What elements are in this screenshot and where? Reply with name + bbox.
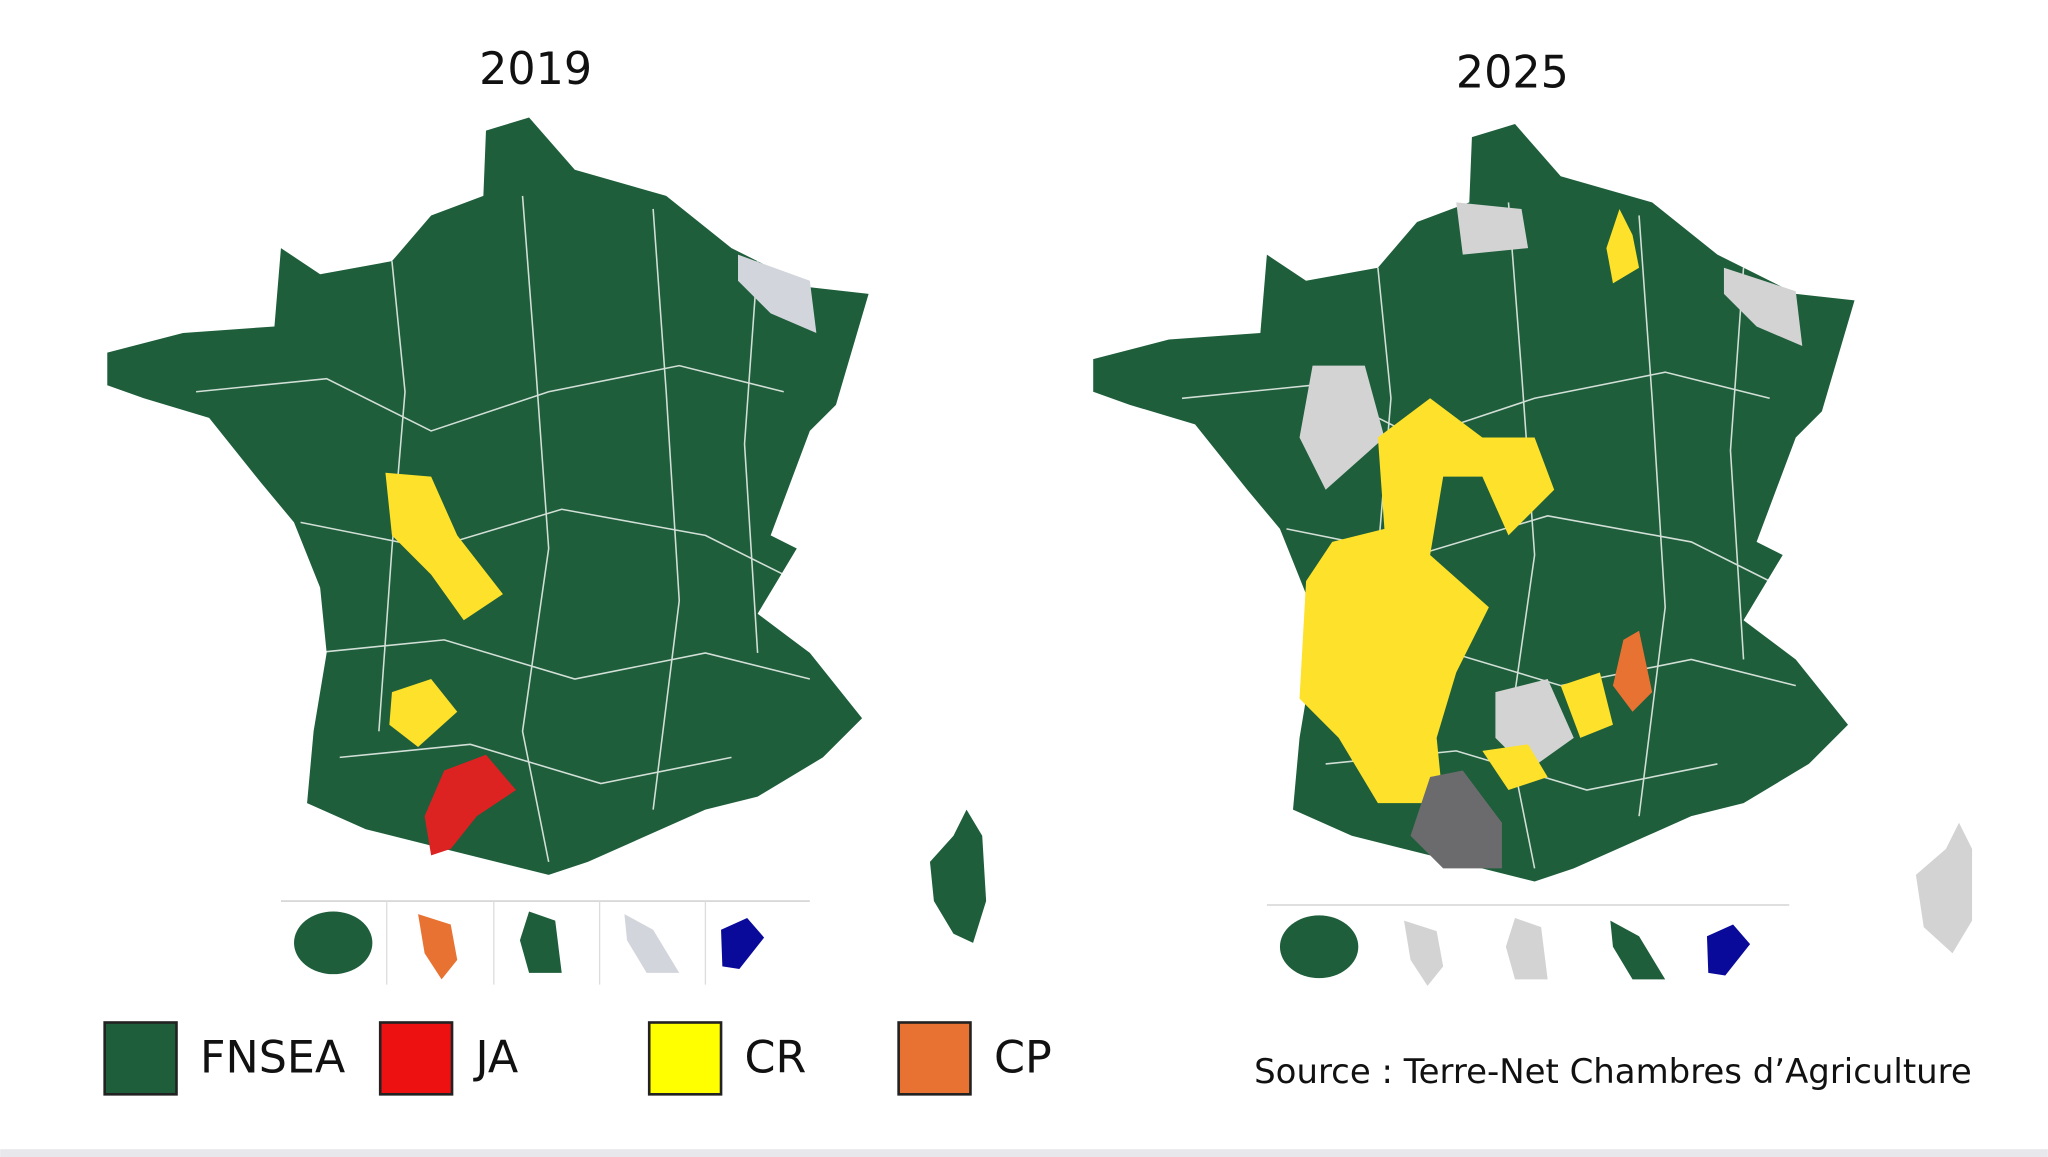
- legend-swatch: [897, 1021, 972, 1096]
- legend-swatch: [647, 1021, 723, 1096]
- map-2019: [107, 117, 987, 985]
- legend-label: CR: [745, 1032, 807, 1083]
- map-title: 2025: [1456, 48, 1569, 99]
- source: Source : Terre-Net Chambres d’Agricultur…: [1254, 1052, 1972, 1092]
- legend: FNSEA JA CR CP: [103, 1021, 1052, 1096]
- map-title: 2019: [479, 44, 592, 95]
- legend-label: JA: [473, 1032, 519, 1083]
- legend-label: FNSEA: [200, 1032, 345, 1083]
- map-2025: [1093, 124, 1973, 986]
- legend-swatch: [378, 1021, 454, 1096]
- footer-bar: [0, 1149, 2048, 1157]
- legend-swatch: [103, 1021, 178, 1096]
- legend-label: CP: [994, 1032, 1052, 1083]
